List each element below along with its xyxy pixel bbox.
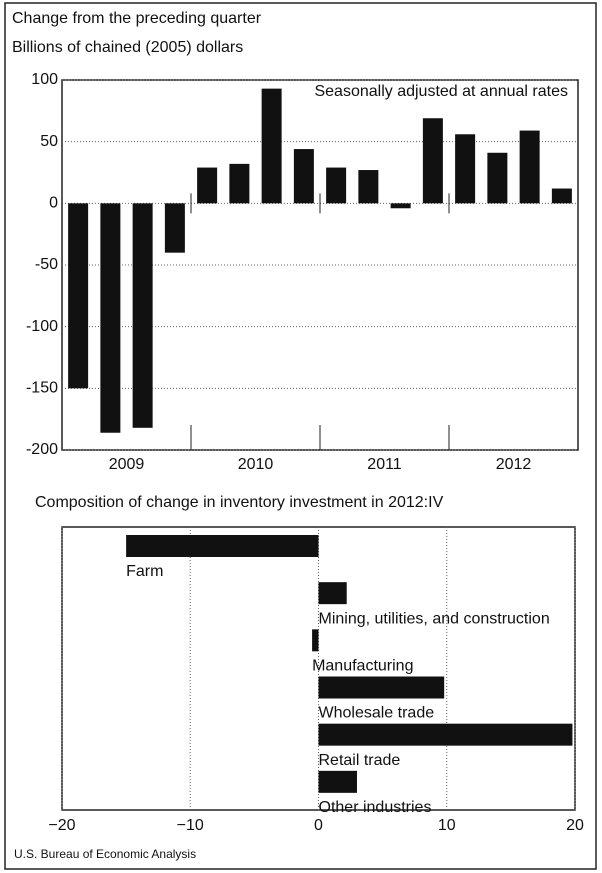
- bar: [164, 203, 185, 253]
- bar: [318, 676, 445, 699]
- y-tick-label: 50: [40, 133, 58, 150]
- x-tick-label: 0: [314, 817, 323, 834]
- bar: [68, 203, 89, 389]
- source: U.S. Bureau of Economic Analysis: [14, 847, 196, 861]
- bar: [132, 203, 153, 428]
- bar: [422, 118, 443, 204]
- y-tick-label: 0: [49, 195, 58, 212]
- bar: [197, 167, 218, 204]
- x-tick-label: −10: [177, 817, 204, 834]
- bar: [318, 723, 573, 746]
- chart-title: Change from the preceding quarter: [12, 10, 262, 27]
- bar: [318, 770, 357, 793]
- x-group-label: 2011: [367, 456, 402, 473]
- chart-subtitle: Billions of chained (2005) dollars: [12, 39, 243, 56]
- bar: [487, 152, 508, 204]
- bar: [455, 134, 476, 204]
- x-group-label: 2012: [496, 456, 532, 473]
- bar: [261, 88, 282, 204]
- bar: [390, 203, 411, 209]
- frame: [4, 2, 597, 870]
- bar-label: Mining, utilities, and construction: [319, 610, 550, 627]
- bar: [358, 170, 379, 204]
- bar-label: Farm: [126, 563, 163, 580]
- y-tick-label: -100: [26, 318, 58, 335]
- y-tick-label: -200: [26, 441, 58, 458]
- bar: [519, 130, 540, 204]
- y-tick-label: 100: [31, 71, 58, 88]
- bar: [100, 203, 121, 433]
- x-tick-label: 10: [438, 817, 456, 834]
- chart-title: Composition of change in inventory inves…: [35, 494, 444, 511]
- bar: [312, 629, 319, 652]
- bar-label: Wholesale trade: [319, 705, 435, 722]
- annotation: Seasonally adjusted at annual rates: [314, 83, 568, 100]
- bar: [318, 582, 347, 605]
- x-tick-label: −20: [48, 817, 75, 834]
- x-group-label: 2010: [238, 456, 274, 473]
- y-tick-label: -50: [35, 256, 58, 273]
- y-tick-label: -150: [26, 380, 58, 397]
- bar: [551, 188, 572, 204]
- bar: [126, 535, 319, 557]
- bar-label: Manufacturing: [312, 658, 413, 675]
- bar: [229, 163, 250, 204]
- bar: [326, 167, 347, 204]
- x-group-label: 2009: [109, 456, 145, 473]
- bar-label: Other industries: [319, 799, 432, 816]
- bar: [293, 149, 314, 204]
- x-tick-label: 20: [566, 817, 584, 834]
- bar-label: Retail trade: [319, 752, 401, 769]
